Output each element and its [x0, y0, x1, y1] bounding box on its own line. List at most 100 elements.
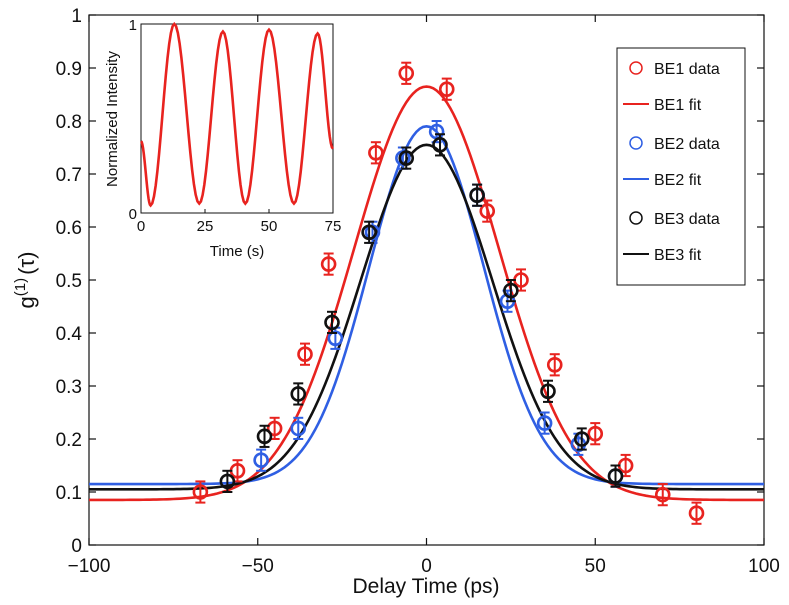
- marker-circle: [573, 431, 590, 447]
- marker-circle: [587, 425, 604, 442]
- inset-x-tick-label: 25: [197, 218, 214, 235]
- data-point-be1: [320, 252, 337, 276]
- marker-circle: [327, 330, 344, 347]
- y-axis-label-argument: (τ): [14, 252, 39, 275]
- inset-x-axis-label: Time (s): [210, 243, 264, 260]
- data-point-be3: [398, 146, 415, 170]
- marker-circle: [479, 203, 496, 219]
- marker-circle: [398, 150, 415, 166]
- y-tick-label: 0.6: [56, 218, 82, 239]
- marker-circle: [503, 282, 519, 299]
- marker-circle: [398, 65, 415, 82]
- data-point-be1: [654, 483, 671, 507]
- data-point-be3: [432, 133, 448, 157]
- legend-marker-be1: [629, 61, 643, 75]
- data-point-be1: [398, 61, 415, 85]
- y-tick-label: 0.8: [56, 112, 82, 133]
- y-tick-label: 0: [71, 536, 82, 557]
- y-axis-label: g(1) (τ): [12, 252, 39, 309]
- marker-circle: [654, 486, 671, 503]
- data-point-be1: [688, 501, 705, 525]
- legend-entries: BE1 data BE1 fit BE2 data BE2 fit BE3 data BE…: [623, 61, 720, 264]
- marker-circle: [607, 468, 624, 484]
- marker-circle: [368, 145, 384, 161]
- legend: BE1 data BE1 fit BE2 data BE2 fit BE3 data BE…: [616, 47, 746, 286]
- inset-ticks: 0 25 50 75 0 1: [129, 17, 342, 235]
- marker-circle: [253, 452, 269, 469]
- marker-circle: [324, 314, 340, 331]
- marker-circle: [297, 346, 313, 363]
- data-point-be3: [540, 379, 556, 403]
- data-point-be3: [573, 427, 590, 451]
- inset-intensity-line: [140, 21, 335, 208]
- inset-y-axis-label: Normalized Intensity: [104, 51, 121, 187]
- data-point-be3: [469, 183, 485, 207]
- marker-circle: [320, 256, 337, 272]
- marker-circle: [432, 137, 448, 153]
- data-point-be3: [324, 310, 340, 334]
- marker-circle: [688, 505, 705, 522]
- data-point-be3: [256, 424, 273, 448]
- legend-label-be2-data: BE2 data: [654, 136, 720, 153]
- x-axis-label: Delay Time (ps): [352, 575, 499, 598]
- legend-marker-be2: [629, 136, 643, 150]
- x-tick-label: −50: [242, 556, 274, 577]
- data-point-be2: [253, 448, 269, 472]
- marker-circle: [438, 81, 455, 97]
- y-tick-label: 1: [71, 6, 82, 27]
- y-tick-label: 0.2: [56, 430, 82, 451]
- data-point-be1: [617, 453, 634, 478]
- y-axis-label-superscript: (1): [12, 278, 29, 296]
- x-tick-label: 50: [585, 556, 606, 577]
- y-tick-label: 0.3: [56, 377, 82, 398]
- data-points: [192, 61, 705, 525]
- data-point-be3: [503, 279, 519, 303]
- fit-curves: [89, 85, 764, 502]
- marker-circle: [192, 484, 209, 500]
- data-point-be2: [290, 416, 307, 440]
- axis-ticks: −100 −50 0 50 10000.10.20.30.40.50.60.70.80.…: [56, 6, 780, 577]
- y-tick-label: 0.7: [56, 165, 82, 186]
- inset-plot-area: [140, 23, 334, 214]
- data-point-be1: [368, 141, 384, 165]
- marker-circle: [290, 420, 307, 437]
- inset-x-tick-label: 75: [325, 218, 342, 235]
- legend-label-be3-data: BE3 data: [654, 211, 720, 228]
- y-tick-label: 0.1: [56, 483, 82, 504]
- legend-label-be3-fit: BE3 fit: [654, 247, 702, 264]
- data-point-be1: [192, 480, 209, 504]
- y-tick-label: 0.4: [56, 324, 83, 345]
- legend-box: [616, 47, 746, 286]
- data-point-be3: [607, 464, 624, 488]
- marker-circle: [290, 386, 307, 402]
- marker-circle: [361, 224, 377, 241]
- data-point-be1: [587, 422, 604, 446]
- fit-line-be2-fit: [89, 124, 764, 486]
- y-tick-label: 0.5: [56, 271, 82, 292]
- data-point-be1: [479, 199, 496, 223]
- inset-chart: 0 25 50 75 0 1 Time (s) Normalized Intensity: [104, 17, 341, 260]
- inset-x-tick-label: 50: [261, 218, 278, 235]
- marker-circle: [266, 420, 283, 437]
- marker-circle: [546, 356, 563, 373]
- svg-text:g(1)(τ): g(1) (τ): [12, 252, 39, 309]
- inset-y-tick-label: 1: [129, 17, 137, 34]
- data-point-be1: [438, 77, 455, 101]
- marker-circle: [540, 383, 556, 400]
- marker-circle: [469, 187, 485, 203]
- legend-label-be1-fit: BE1 fit: [654, 97, 702, 114]
- x-tick-label: −100: [68, 556, 111, 577]
- data-point-be3: [290, 382, 307, 406]
- data-point-be1: [546, 353, 563, 377]
- data-point-be3: [361, 220, 377, 244]
- legend-marker-be3: [629, 211, 643, 225]
- legend-label-be2-fit: BE2 fit: [654, 172, 702, 189]
- legend-label-be1-data: BE1 data: [654, 61, 720, 78]
- marker-circle: [536, 415, 553, 431]
- data-point-be2: [327, 326, 344, 350]
- inset-x-tick-label: 0: [137, 218, 145, 235]
- data-point-be3: [219, 469, 236, 493]
- x-tick-label: 100: [748, 556, 780, 577]
- inset-y-tick-label: 0: [129, 206, 137, 223]
